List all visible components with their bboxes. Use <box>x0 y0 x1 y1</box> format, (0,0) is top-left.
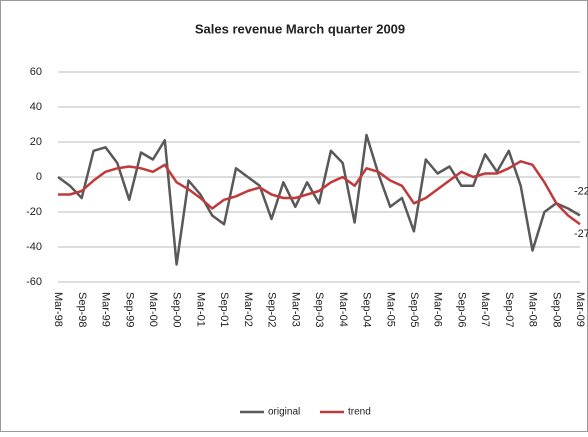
x-tick-label: Sep-08 <box>550 292 562 327</box>
x-tick-label: Sep-05 <box>408 292 420 327</box>
x-tick-label: Sep-99 <box>123 292 135 327</box>
y-tick-label: -60 <box>26 276 42 288</box>
x-tick-label: Sep-00 <box>171 292 183 327</box>
legend-label: trend <box>348 407 371 418</box>
series-line <box>57 133 581 266</box>
x-tick-label: Mar-08 <box>527 292 539 327</box>
x-tick-label: Mar-98 <box>52 292 64 327</box>
x-tick-label: Sep-02 <box>266 292 278 327</box>
x-tick-label: Sep-04 <box>361 292 373 327</box>
x-tick-label: Mar-07 <box>479 292 491 327</box>
x-tick-label: Mar-00 <box>147 292 159 327</box>
x-tick-label: Mar-01 <box>194 292 206 327</box>
y-tick-label: -40 <box>26 241 42 253</box>
chart-title: Sales revenue March quarter 2009 <box>195 21 405 36</box>
y-tick-label: 60 <box>30 66 42 78</box>
x-tick-label: Sep-01 <box>218 292 230 327</box>
series-line <box>58 160 581 226</box>
x-tick-label: Mar-04 <box>337 292 349 327</box>
x-tick-label: Mar-09 <box>574 292 586 327</box>
legend-label: original <box>268 407 300 418</box>
y-tick-label: 40 <box>30 101 42 113</box>
x-tick-label: Mar-03 <box>289 292 301 327</box>
x-tick-label: Sep-07 <box>503 292 515 327</box>
data-label: -27 <box>574 228 588 240</box>
x-tick-label: Mar-06 <box>432 292 444 327</box>
data-label: -22 <box>574 185 588 197</box>
x-tick-label: Mar-99 <box>100 292 112 327</box>
x-tick-label: Sep-98 <box>76 292 88 327</box>
y-tick-label: 0 <box>36 171 42 183</box>
x-tick-label: Sep-06 <box>455 292 467 327</box>
x-tick-label: Mar-02 <box>242 292 254 327</box>
x-tick-label: Mar-05 <box>384 292 396 327</box>
x-tick-label: Sep-03 <box>313 292 325 327</box>
y-tick-label: -20 <box>26 206 42 218</box>
y-tick-label: 20 <box>30 136 42 148</box>
